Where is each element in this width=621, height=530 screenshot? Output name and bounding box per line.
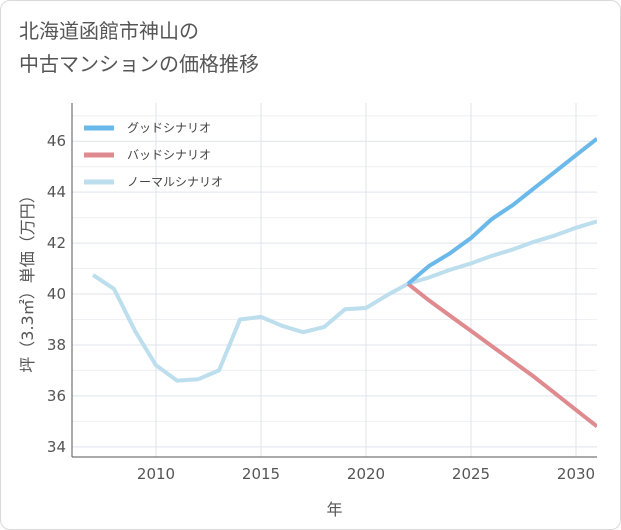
axes (71, 103, 597, 458)
legend-label: バッドシナリオ (127, 148, 211, 162)
y-tick-label: 46 (47, 132, 66, 150)
legend-normal: ノーマルシナリオ (84, 175, 223, 189)
x-tick-label: 2030 (557, 465, 595, 483)
y-tick-label: 42 (47, 234, 66, 252)
x-tick-label: 2015 (242, 465, 280, 483)
legend-good: グッドシナリオ (84, 121, 211, 135)
grid-lines (72, 103, 597, 457)
series-line-normal (91, 219, 597, 383)
series-lines (91, 137, 597, 428)
axis-labels: 34 36 38 40 42 44 46 2010 2015 2020 2025 2030 年 坪（3.3… (18, 132, 595, 519)
x-tick-label: 2020 (347, 465, 385, 483)
y-axis-title: 坪（3.3㎡）単価（万円） (18, 187, 37, 372)
y-tick-label: 36 (47, 387, 66, 405)
y-tick-label: 38 (47, 336, 66, 354)
legend-label: グッドシナリオ (127, 121, 211, 135)
y-tick-label: 34 (47, 438, 66, 456)
y-tick-label: 44 (47, 183, 66, 201)
plot-area (72, 103, 597, 457)
x-axis-title: 年 (326, 500, 342, 519)
chart-title-line-1: 北海道函館市神山の (19, 19, 199, 43)
chart-title: 北海道函館市神山の 中古マンションの価格推移 (19, 15, 259, 81)
series-line-bad (406, 282, 597, 428)
chart-title-line-2: 中古マンションの価格推移 (19, 52, 259, 76)
x-tick-label: 2010 (137, 465, 175, 483)
x-tick-label: 2025 (452, 465, 490, 483)
legend-bad: バッドシナリオ (84, 148, 211, 162)
y-tick-label: 40 (47, 285, 66, 303)
series-line-good (406, 137, 597, 286)
legend-label: ノーマルシナリオ (127, 175, 223, 189)
